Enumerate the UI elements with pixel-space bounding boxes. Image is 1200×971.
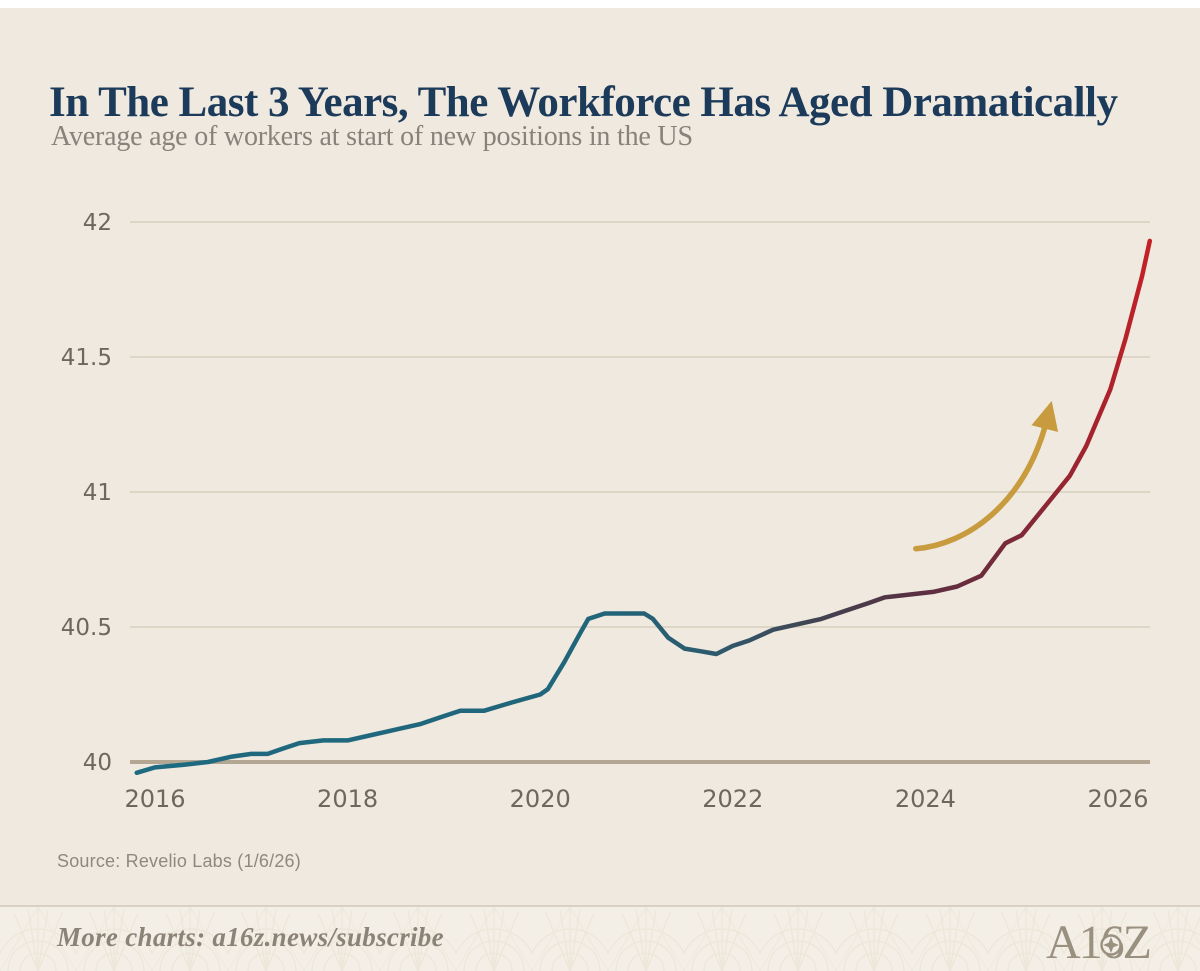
art-deco-pattern <box>0 907 1200 971</box>
chart-card <box>0 8 1200 961</box>
y-tick-label: 40 <box>83 750 112 776</box>
footer: More charts: a16z.news/subscribe A16Z <box>0 905 1200 971</box>
x-tick-label: 2024 <box>895 785 956 813</box>
y-tick-label: 42 <box>83 210 112 236</box>
x-tick-label: 2026 <box>1087 785 1148 813</box>
x-tick-label: 2018 <box>317 785 378 813</box>
y-tick-label: 41 <box>83 480 112 506</box>
logo-compass-star-icon <box>1103 937 1119 953</box>
trend-arrow-annotation <box>913 400 1059 552</box>
data-line <box>134 238 1153 776</box>
a16z-logo: A16Z <box>1046 916 1152 968</box>
logo-text: A16Z <box>1046 916 1150 968</box>
chart-subtitle: Average age of workers at start of new p… <box>51 121 693 152</box>
y-tick-label: 40.5 <box>61 615 112 641</box>
chart-title: In The Last 3 Years, The Workforce Has A… <box>49 78 1118 126</box>
subscribe-link[interactable]: More charts: a16z.news/subscribe <box>57 922 444 952</box>
x-tick-label: 2022 <box>702 785 763 813</box>
y-axis-labels: 40 40.5 41 41.5 42 <box>61 210 112 776</box>
line-chart: 40 40.5 41 41.5 42 2016 2018 2020 2022 2024 2026 <box>61 210 1153 813</box>
x-tick-label: 2020 <box>510 785 571 813</box>
gridlines <box>130 221 1150 764</box>
x-tick-label: 2016 <box>124 785 185 813</box>
x-axis-labels: 2016 2018 2020 2022 2024 2026 <box>124 785 1148 813</box>
source-note: Source: Revelio Labs (1/6/26) <box>57 851 301 871</box>
y-tick-label: 41.5 <box>61 345 112 371</box>
